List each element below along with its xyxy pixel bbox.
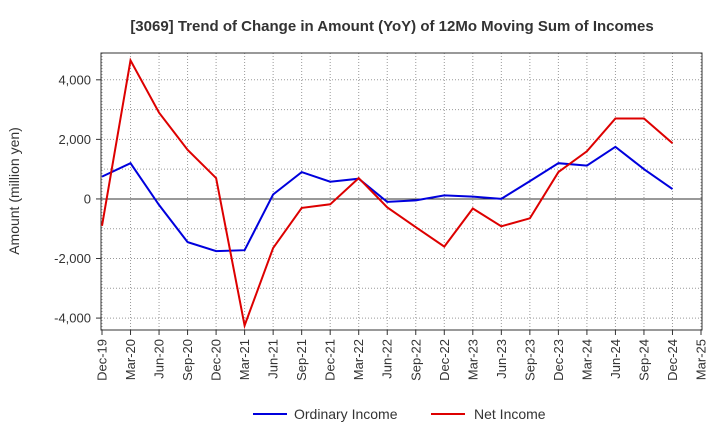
x-axis-ticks: Dec-19 Mar-20 Jun-20 Sep-20 Dec-20 Mar-21 Jun-… (95, 330, 709, 381)
series-lines (101, 57, 674, 330)
legend-label-ordinary-income: Ordinary Income (294, 406, 398, 422)
plot-area (101, 53, 702, 330)
legend-label-net-income: Net Income (474, 406, 546, 422)
y-tick-label: 2,000 (58, 132, 91, 147)
series-line-ordinary-income (101, 145, 674, 253)
x-tick-label: Sep-21 (294, 339, 309, 381)
x-tick-label: Jun-20 (152, 339, 167, 379)
x-tick-label: Dec-20 (209, 339, 224, 381)
x-tick-label: Sep-23 (522, 339, 537, 381)
x-tick-label: Dec-22 (437, 339, 452, 381)
x-tick-label: Jun-24 (608, 339, 623, 379)
x-tick-label: Mar-22 (351, 339, 366, 380)
x-tick-label: Sep-22 (408, 339, 423, 381)
x-tick-label: Mar-21 (237, 339, 252, 380)
y-tick-label: -4,000 (54, 311, 91, 326)
y-tick-label: 4,000 (58, 72, 91, 87)
x-tick-label: Jun-21 (266, 339, 281, 379)
x-tick-label: Dec-24 (665, 339, 680, 381)
y-tick-label: 0 (84, 191, 91, 206)
x-tick-label: Mar-25 (694, 339, 709, 380)
x-tick-label: Mar-20 (123, 339, 138, 380)
x-tick-label: Jun-22 (380, 339, 395, 379)
legend: Ordinary Income Net Income (253, 406, 546, 422)
x-tick-label: Dec-21 (323, 339, 338, 381)
x-tick-label: Sep-20 (180, 339, 195, 381)
x-tick-label: Sep-24 (636, 339, 651, 381)
series-line-net-income (101, 57, 674, 330)
x-tick-label: Dec-19 (95, 339, 110, 381)
x-tick-label: Jun-23 (494, 339, 509, 379)
y-axis-label: Amount (million yen) (6, 127, 22, 255)
y-axis-ticks: -4,000 -2,000 0 2,000 4,000 (54, 72, 101, 326)
plot-frame (100, 52, 703, 331)
y-tick-label: -2,000 (54, 251, 91, 266)
x-tick-label: Dec-23 (551, 339, 566, 381)
x-tick-label: Mar-24 (579, 339, 594, 380)
chart-title: [3069] Trend of Change in Amount (YoY) o… (130, 18, 653, 35)
x-tick-label: Mar-23 (465, 339, 480, 380)
